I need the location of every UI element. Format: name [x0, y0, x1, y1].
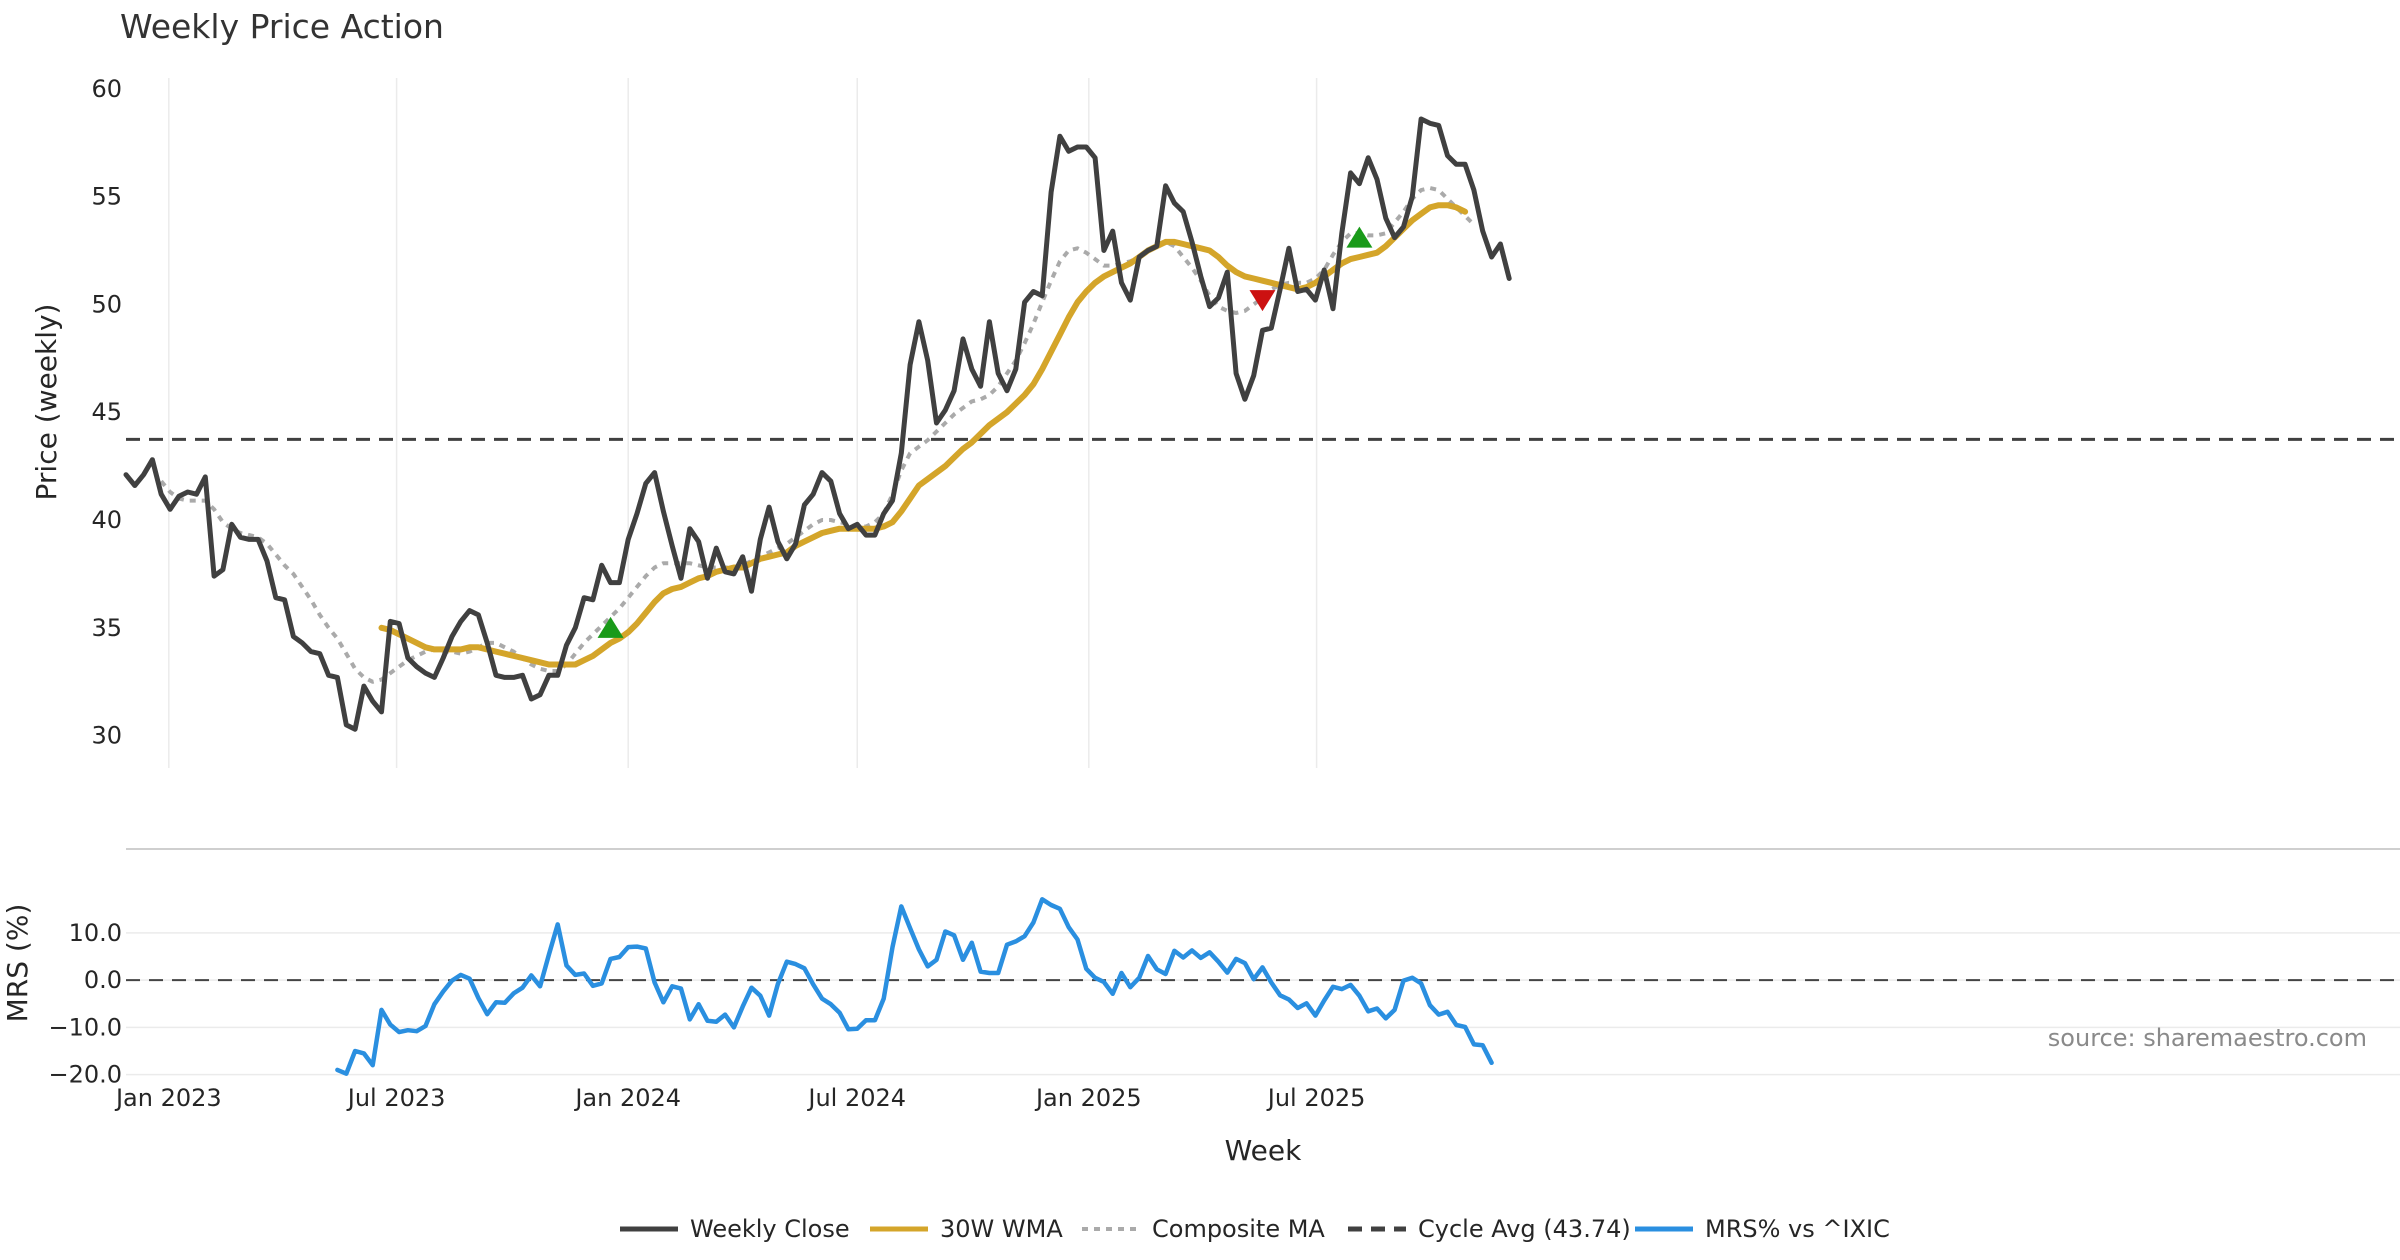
sell-signal-marker: [1249, 290, 1276, 312]
x-tick-label: Jul 2023: [346, 1084, 446, 1112]
x-tick-label: Jan 2023: [114, 1084, 222, 1112]
mrs-y-tick-label: 10.0: [69, 919, 122, 947]
legend-item: Composite MA: [1082, 1215, 1325, 1243]
buy-signal-marker: [597, 616, 624, 638]
mrs-grid: [126, 932, 2400, 1076]
price-y-ticks: 30 35 40 45 50 55 60: [91, 75, 122, 750]
legend-label: Composite MA: [1152, 1215, 1325, 1243]
x-axis-ticks: Jan 2023 Jul 2023 Jan 2024 Jul 2024 Jan 2025…: [114, 1084, 1366, 1112]
x-axis-label: Week: [1225, 1134, 1302, 1167]
mrs-line: [335, 897, 1494, 1076]
price-y-tick-label: 55: [91, 183, 122, 211]
legend-item: MRS% vs ^IXIC: [1635, 1215, 1890, 1243]
wma-30w-line: [378, 202, 1469, 668]
mrs-y-ticks: −20.0 −10.0 0.0 10.0: [48, 919, 122, 1089]
legend-item: Weekly Close: [620, 1215, 850, 1243]
signal-markers: [597, 226, 1373, 638]
price-y-tick-label: 30: [91, 722, 122, 750]
price-y-tick-label: 40: [91, 506, 122, 534]
x-tick-label: Jan 2024: [573, 1084, 681, 1112]
mrs-y-tick-label: −10.0: [48, 1013, 122, 1041]
legend-item: Cycle Avg (43.74): [1348, 1215, 1631, 1243]
composite-ma-line: [159, 186, 1476, 684]
mrs-y-tick-label: −20.0: [48, 1061, 122, 1089]
mrs-series: [335, 897, 1494, 1076]
legend-label: 30W WMA: [940, 1215, 1063, 1243]
price-y-axis-label: Price (weekly): [30, 304, 63, 501]
legend-label: MRS% vs ^IXIC: [1705, 1215, 1890, 1243]
price-grid: [168, 78, 1318, 768]
legend-label: Cycle Avg (43.74): [1418, 1215, 1631, 1243]
x-tick-label: Jan 2025: [1034, 1084, 1142, 1112]
legend-label: Weekly Close: [690, 1215, 850, 1243]
price-y-tick-label: 45: [91, 398, 122, 426]
price-series: [123, 116, 1512, 732]
mrs-y-axis-label: MRS (%): [1, 904, 34, 1023]
x-tick-label: Jul 2024: [806, 1084, 906, 1112]
x-tick-label: Jul 2025: [1266, 1084, 1366, 1112]
price-y-tick-label: 60: [91, 75, 122, 103]
chart-title: Weekly Price Action: [120, 7, 444, 46]
weekly-close-line: [123, 116, 1512, 732]
mrs-y-tick-label: 0.0: [84, 966, 122, 994]
source-label: source: sharemaestro.com: [2048, 1024, 2367, 1052]
legend: Weekly Close 30W WMA Composite MA Cycle Avg…: [620, 1215, 1890, 1243]
price-y-tick-label: 35: [91, 614, 122, 642]
price-y-tick-label: 50: [91, 290, 122, 318]
legend-item: 30W WMA: [870, 1215, 1063, 1243]
buy-signal-marker: [1346, 226, 1373, 248]
